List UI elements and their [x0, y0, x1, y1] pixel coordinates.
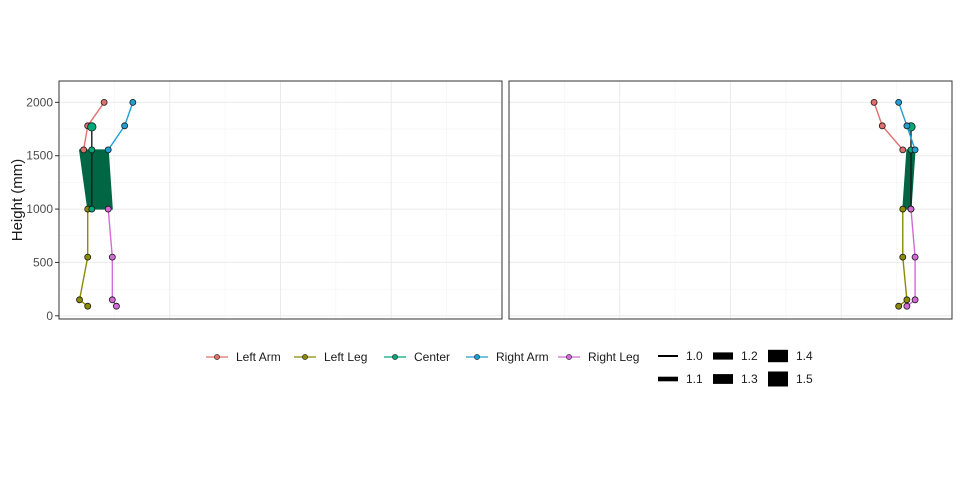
point-right-arm: [895, 98, 903, 106]
legend-size-label: 1.2: [741, 349, 758, 363]
legend-size-key: [713, 352, 733, 360]
y-axis-title: Height (mm): [9, 159, 26, 242]
point-left-leg: [903, 296, 911, 304]
legend-label: Right Leg: [588, 350, 639, 364]
point-center: [88, 205, 96, 213]
legend-size: 1.0 1.1 1.2 1.3 1.4 1.5: [658, 349, 813, 387]
point-left-leg: [84, 253, 92, 261]
y-tick-label: 2000: [26, 95, 53, 109]
legend-size-label: 1.4: [796, 349, 813, 363]
legend-size-label: 1.5: [796, 372, 813, 386]
legend-key-point: [302, 354, 308, 360]
left-panel: 0 500 1000 1500 2000: [26, 80, 503, 323]
point-right-leg: [104, 205, 112, 213]
point-right-leg: [911, 253, 919, 261]
right-panel: [508, 80, 953, 320]
legend-key-point: [214, 354, 220, 360]
legend-label: Left Arm: [236, 350, 281, 364]
series-line-left-leg: [78, 209, 89, 307]
point-right-arm: [104, 146, 112, 154]
legend-size-label: 1.0: [686, 349, 703, 363]
point-right-arm: [911, 146, 919, 154]
point-right-leg: [911, 296, 919, 304]
legend-size-label: 1.1: [686, 372, 703, 386]
legend-key-point: [566, 354, 572, 360]
point-left-arm: [100, 98, 108, 106]
point-left-leg: [899, 253, 907, 261]
legend-size-key: [713, 374, 733, 384]
point-left-leg: [84, 302, 92, 310]
series-line-right-leg: [906, 209, 916, 307]
legend-colour: Left Arm Left Leg Center Right Arm Right Leg: [206, 350, 639, 364]
torso-shape: [78, 149, 113, 210]
legend-size-key: [658, 355, 678, 357]
point-right-arm: [903, 122, 911, 130]
point-left-leg: [76, 296, 83, 304]
legend-size-key: [768, 349, 788, 363]
point-left-arm: [80, 146, 88, 154]
point-left-arm: [870, 98, 878, 106]
legend-label: Right Arm: [496, 350, 549, 364]
legend-label: Center: [414, 350, 450, 364]
legend-size-key: [768, 371, 788, 387]
point-right-leg: [903, 302, 911, 310]
legend-key-point: [474, 354, 480, 360]
point-left-arm: [878, 122, 886, 130]
point-right-leg: [907, 205, 915, 213]
y-tick-label: 500: [33, 255, 53, 269]
point-center: [87, 122, 97, 132]
panel-border: [58, 80, 503, 320]
point-right-leg: [108, 296, 116, 304]
series-line-right-leg: [107, 209, 118, 307]
point-right-leg: [113, 302, 120, 310]
point-right-arm: [129, 98, 137, 106]
series-line-left-leg: [898, 209, 908, 307]
point-left-leg: [895, 302, 903, 310]
point-right-arm: [121, 122, 129, 130]
point-left-arm: [899, 146, 907, 154]
point-left-leg: [899, 205, 907, 213]
legend-size-label: 1.3: [741, 372, 758, 386]
y-tick-label: 1000: [26, 202, 53, 216]
legend-label: Left Leg: [324, 350, 367, 364]
panel-border: [508, 80, 953, 320]
legend-key-point: [392, 354, 398, 360]
legend-size-key: [658, 376, 678, 382]
y-tick-label: 1500: [26, 149, 53, 163]
point-right-leg: [108, 253, 116, 261]
y-tick-label: 0: [46, 309, 53, 323]
point-center: [88, 146, 96, 154]
